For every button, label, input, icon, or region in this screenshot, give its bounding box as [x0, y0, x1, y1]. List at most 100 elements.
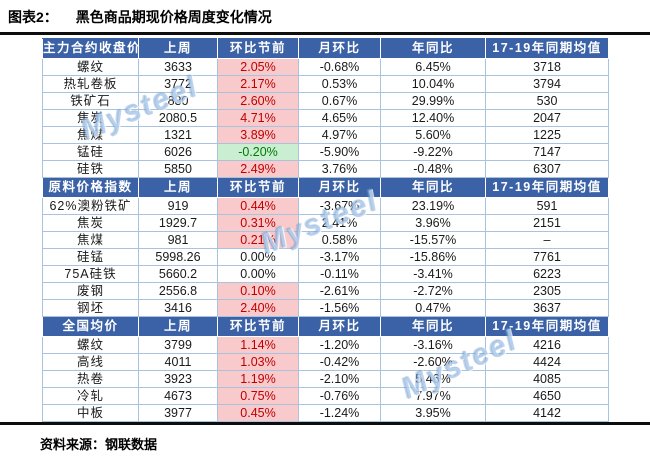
avg-17-19-value: 3637: [485, 299, 609, 317]
avg-17-19-value: 4216: [485, 336, 609, 354]
wow-change-value: -0.20%: [217, 143, 299, 161]
last-week-value: 3977: [138, 404, 218, 422]
mom-change-value: -2.61%: [298, 282, 381, 300]
mom-change-value: -0.76%: [298, 387, 381, 405]
section-header-row: 原料价格指数 上周 环比节前 月环比 年同比 17-19年同期均值: [42, 177, 609, 198]
table-row: 焦炭 1929.7 0.31% 2.41% 3.96% 2151: [42, 214, 609, 232]
yoy-change-value: 7.97%: [380, 387, 486, 405]
last-week-value: 2080.5: [138, 109, 218, 127]
table-row: 75A硅铁 5660.2 0.00% -0.11% -3.41% 6223: [42, 265, 609, 283]
avg-17-19-value: 7761: [485, 248, 609, 266]
table-row: 冷轧 4673 0.75% -0.76% 7.97% 4650: [42, 387, 609, 405]
mom-change-value: -1.24%: [298, 404, 381, 422]
avg-17-19-value: 6307: [485, 160, 609, 178]
yoy-change-value: 12.40%: [380, 109, 486, 127]
wow-change-value: 0.75%: [217, 387, 299, 405]
yoy-change-value: -2.72%: [380, 282, 486, 300]
avg-17-19-value: 7147: [485, 143, 609, 161]
wow-change-value: 0.45%: [217, 404, 299, 422]
last-week-value: 3633: [138, 58, 218, 76]
last-week-value: 2556.8: [138, 282, 218, 300]
yoy-change-value: 6.45%: [380, 58, 486, 76]
yoy-change-value: 23.19%: [380, 197, 486, 215]
avg-17-19-value: 1225: [485, 126, 609, 144]
wow-change-value: 2.49%: [217, 160, 299, 178]
wow-change-value: 0.10%: [217, 282, 299, 300]
column-header: 年同比: [380, 316, 486, 337]
mom-change-value: -1.56%: [298, 299, 381, 317]
yoy-change-value: 29.99%: [380, 92, 486, 110]
yoy-change-value: -15.57%: [380, 231, 486, 249]
yoy-change-value: 5.46%: [380, 370, 486, 388]
row-label: 铁矿石: [42, 92, 139, 110]
section-header-row: 全国均价 上周 环比节前 月环比 年同比 17-19年同期均值: [42, 316, 609, 337]
wow-change-value: 1.14%: [217, 336, 299, 354]
column-header: 上周: [138, 177, 218, 198]
mom-change-value: -3.17%: [298, 248, 381, 266]
mom-change-value: 4.65%: [298, 109, 381, 127]
column-header: 上周: [138, 316, 218, 337]
mom-change-value: -0.11%: [298, 265, 381, 283]
yoy-change-value: 5.60%: [380, 126, 486, 144]
last-week-value: 3923: [138, 370, 218, 388]
mom-change-value: -5.90%: [298, 143, 381, 161]
table-row: 铁矿石 830 2.60% 0.67% 29.99% 530: [42, 92, 609, 110]
yoy-change-value: -2.60%: [380, 353, 486, 371]
column-header: 年同比: [380, 177, 486, 198]
mom-change-value: 3.76%: [298, 160, 381, 178]
section-title: 全国均价: [42, 316, 139, 337]
top-rule: [0, 32, 650, 35]
row-label: 中板: [42, 404, 139, 422]
wow-change-value: 0.00%: [217, 248, 299, 266]
avg-17-19-value: 4424: [485, 353, 609, 371]
avg-17-19-value: 4085: [485, 370, 609, 388]
avg-17-19-value: 2047: [485, 109, 609, 127]
avg-17-19-value: –: [485, 231, 609, 249]
wow-change-value: 3.89%: [217, 126, 299, 144]
table-row: 钢坯 3416 2.40% -1.56% 0.47% 3637: [42, 299, 609, 317]
table-row: 锰硅 6026 -0.20% -5.90% -9.22% 7147: [42, 143, 609, 161]
row-label: 螺纹: [42, 336, 139, 354]
table-row: 中板 3977 0.45% -1.24% 3.95% 4142: [42, 404, 609, 422]
yoy-change-value: -3.41%: [380, 265, 486, 283]
yoy-change-value: -0.48%: [380, 160, 486, 178]
mom-change-value: 4.97%: [298, 126, 381, 144]
table-row: 高线 4011 1.03% -0.42% -2.60% 4424: [42, 353, 609, 371]
row-label: 冷轧: [42, 387, 139, 405]
last-week-value: 919: [138, 197, 218, 215]
last-week-value: 1321: [138, 126, 218, 144]
column-header: 17-19年同期均值: [485, 316, 609, 337]
figure-title: 图表2： 黑色商品期现价格周度变化情况: [0, 0, 650, 27]
row-label: 焦煤: [42, 231, 139, 249]
last-week-value: 3799: [138, 336, 218, 354]
table-row: 螺纹 3633 2.05% -0.68% 6.45% 3718: [42, 58, 609, 76]
mom-change-value: 0.58%: [298, 231, 381, 249]
row-label: 焦炭: [42, 214, 139, 232]
avg-17-19-value: 2305: [485, 282, 609, 300]
last-week-value: 5660.2: [138, 265, 218, 283]
table-row: 废钢 2556.8 0.10% -2.61% -2.72% 2305: [42, 282, 609, 300]
mom-change-value: 2.41%: [298, 214, 381, 232]
table-row: 焦煤 1321 3.89% 4.97% 5.60% 1225: [42, 126, 609, 144]
price-table: 主力合约收盘价 上周 环比节前 月环比 年同比 17-19年同期均值 螺纹 3633 2.05%…: [42, 38, 609, 422]
row-label: 75A硅铁: [42, 265, 139, 283]
column-header: 月环比: [298, 38, 381, 59]
last-week-value: 830: [138, 92, 218, 110]
section-title: 原料价格指数: [42, 177, 139, 198]
wow-change-value: 4.71%: [217, 109, 299, 127]
table-row: 螺纹 3799 1.14% -1.20% -3.16% 4216: [42, 336, 609, 354]
avg-17-19-value: 3718: [485, 58, 609, 76]
row-label: 硅铁: [42, 160, 139, 178]
row-label: 螺纹: [42, 58, 139, 76]
row-label: 高线: [42, 353, 139, 371]
avg-17-19-value: 3794: [485, 75, 609, 93]
last-week-value: 4011: [138, 353, 218, 371]
table-row: 62%澳粉铁矿 919 0.44% -3.67% 23.19% 591: [42, 197, 609, 215]
last-week-value: 5850: [138, 160, 218, 178]
mom-change-value: -0.68%: [298, 58, 381, 76]
section-header-row: 主力合约收盘价 上周 环比节前 月环比 年同比 17-19年同期均值: [42, 38, 609, 59]
wow-change-value: 0.44%: [217, 197, 299, 215]
last-week-value: 3772: [138, 75, 218, 93]
table-row: 焦煤 981 0.21% 0.58% -15.57% –: [42, 231, 609, 249]
column-header: 环比节前: [217, 316, 299, 337]
